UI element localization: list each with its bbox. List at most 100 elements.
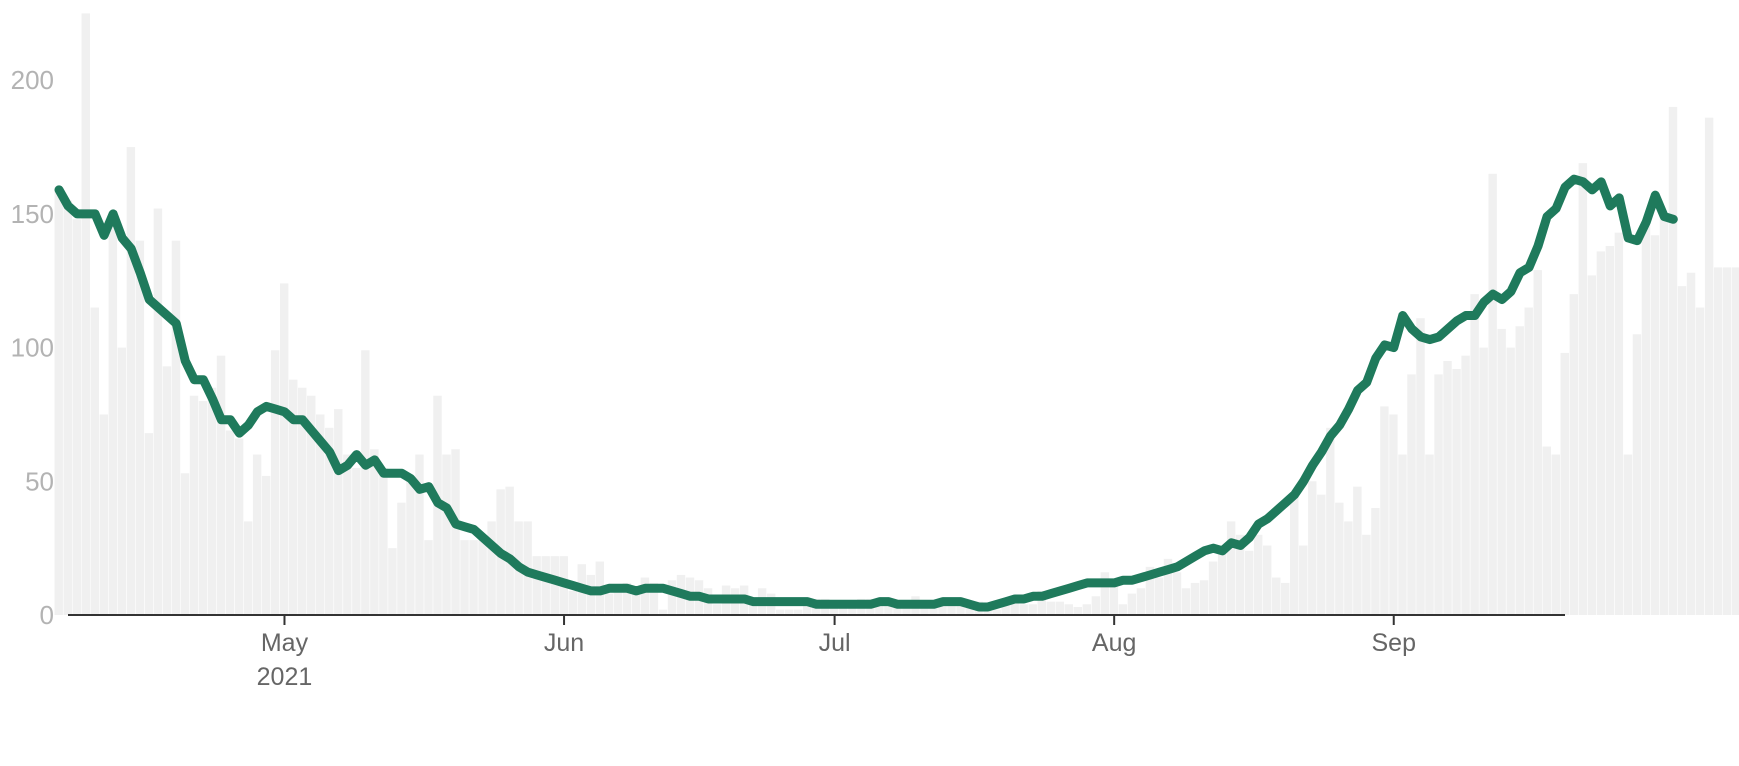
daily-bar: [234, 438, 244, 615]
daily-bar: [1208, 561, 1218, 615]
daily-bar: [622, 582, 632, 615]
daily-bar: [388, 548, 397, 615]
daily-bar: [1470, 294, 1479, 615]
daily-bar: [1515, 326, 1524, 615]
daily-bar: [947, 604, 956, 615]
daily-bar: [252, 454, 262, 615]
daily-bar: [1145, 566, 1155, 615]
daily-bar: [1731, 267, 1739, 615]
daily-bar: [1073, 606, 1083, 615]
daily-bar: [568, 590, 577, 615]
daily-bar: [352, 467, 361, 615]
daily-bar: [712, 604, 722, 615]
daily-bar: [316, 414, 325, 615]
daily-bar: [1488, 173, 1497, 616]
daily-bar: [1695, 307, 1705, 615]
daily-bar: [243, 521, 253, 615]
daily-bar: [505, 486, 514, 615]
daily-bar: [613, 588, 623, 615]
daily-bar: [1037, 590, 1046, 615]
daily-bar: [1407, 374, 1416, 615]
daily-bar: [270, 350, 280, 615]
y-tick-label: 100: [11, 333, 54, 363]
daily-bar: [1479, 347, 1488, 615]
daily-bar: [920, 604, 929, 615]
daily-bar: [649, 582, 659, 615]
daily-bar: [451, 449, 460, 615]
daily-bar: [1091, 596, 1101, 615]
daily-bar: [658, 609, 668, 615]
y-tick-label: 0: [40, 600, 54, 630]
daily-bar: [1181, 588, 1191, 615]
daily-bar: [748, 601, 758, 615]
daily-bar: [1190, 582, 1200, 615]
daily-bar: [153, 208, 163, 615]
daily-bar: [225, 430, 235, 615]
daily-bar: [1281, 582, 1290, 615]
daily-bar: [487, 521, 496, 615]
daily-bar: [415, 454, 424, 615]
daily-bar: [379, 467, 388, 615]
daily-bar: [1632, 334, 1642, 615]
daily-bar: [1452, 369, 1461, 615]
y-axis-ticks: 0 50 100 150 200: [11, 65, 54, 630]
daily-bar: [72, 219, 81, 615]
daily-bar: [1704, 117, 1714, 616]
daily-bar: [1019, 604, 1028, 615]
daily-bar: [803, 601, 812, 615]
daily-bar: [1578, 163, 1588, 616]
daily-bar: [1028, 604, 1037, 615]
y-tick-label: 200: [11, 65, 54, 95]
daily-bar: [1371, 508, 1380, 615]
daily-bar: [1443, 360, 1452, 615]
daily-bar: [1172, 572, 1182, 615]
daily-bar: [1326, 427, 1335, 615]
daily-bar: [1308, 481, 1317, 615]
daily-bar: [1596, 251, 1606, 615]
daily-bar: [1118, 604, 1128, 615]
daily-bar: [1416, 318, 1425, 615]
daily-bar: [1235, 534, 1245, 615]
daily-bar: [550, 556, 559, 615]
daily-bar: [279, 283, 289, 615]
daily-bar: [1641, 224, 1651, 616]
daily-bar: [1389, 414, 1398, 615]
daily-bar: [1046, 601, 1055, 615]
daily-bar: [1199, 580, 1209, 615]
daily-bar: [1317, 494, 1326, 615]
daily-bar: [1587, 275, 1597, 615]
daily-bar: [1434, 374, 1443, 615]
daily-bar: [54, 187, 63, 616]
daily-bar: [1299, 545, 1308, 615]
daily-bar: [938, 604, 947, 615]
daily-bar: [424, 540, 433, 615]
daily-bar: [1362, 534, 1371, 615]
daily-bar: [875, 601, 884, 615]
x-tick-sublabel: 2021: [257, 663, 313, 691]
daily-bar: [180, 473, 190, 615]
daily-bar: [325, 427, 334, 615]
daily-bar: [99, 414, 109, 615]
daily-bar: [1497, 328, 1506, 615]
daily-bar: [1290, 494, 1299, 615]
daily-bar: [1353, 486, 1362, 615]
daily-bar: [1614, 232, 1624, 615]
daily-bar: [334, 409, 343, 615]
daily-bar: [1506, 347, 1515, 615]
daily-bar: [1668, 106, 1678, 616]
daily-bar: [307, 395, 316, 615]
daily-bar: [1569, 294, 1579, 615]
daily-bar: [1100, 572, 1110, 615]
daily-bar: [1659, 219, 1669, 615]
daily-bar: [162, 366, 172, 615]
daily-bar: [902, 604, 911, 615]
daily-bar: [216, 355, 226, 615]
daily-bar: [370, 449, 379, 615]
daily-bar: [794, 609, 803, 615]
daily-bar: [631, 588, 641, 615]
daily-bar: [469, 540, 478, 615]
daily-bar: [361, 350, 370, 615]
daily-bar: [640, 577, 650, 615]
daily-bar: [1551, 454, 1560, 615]
